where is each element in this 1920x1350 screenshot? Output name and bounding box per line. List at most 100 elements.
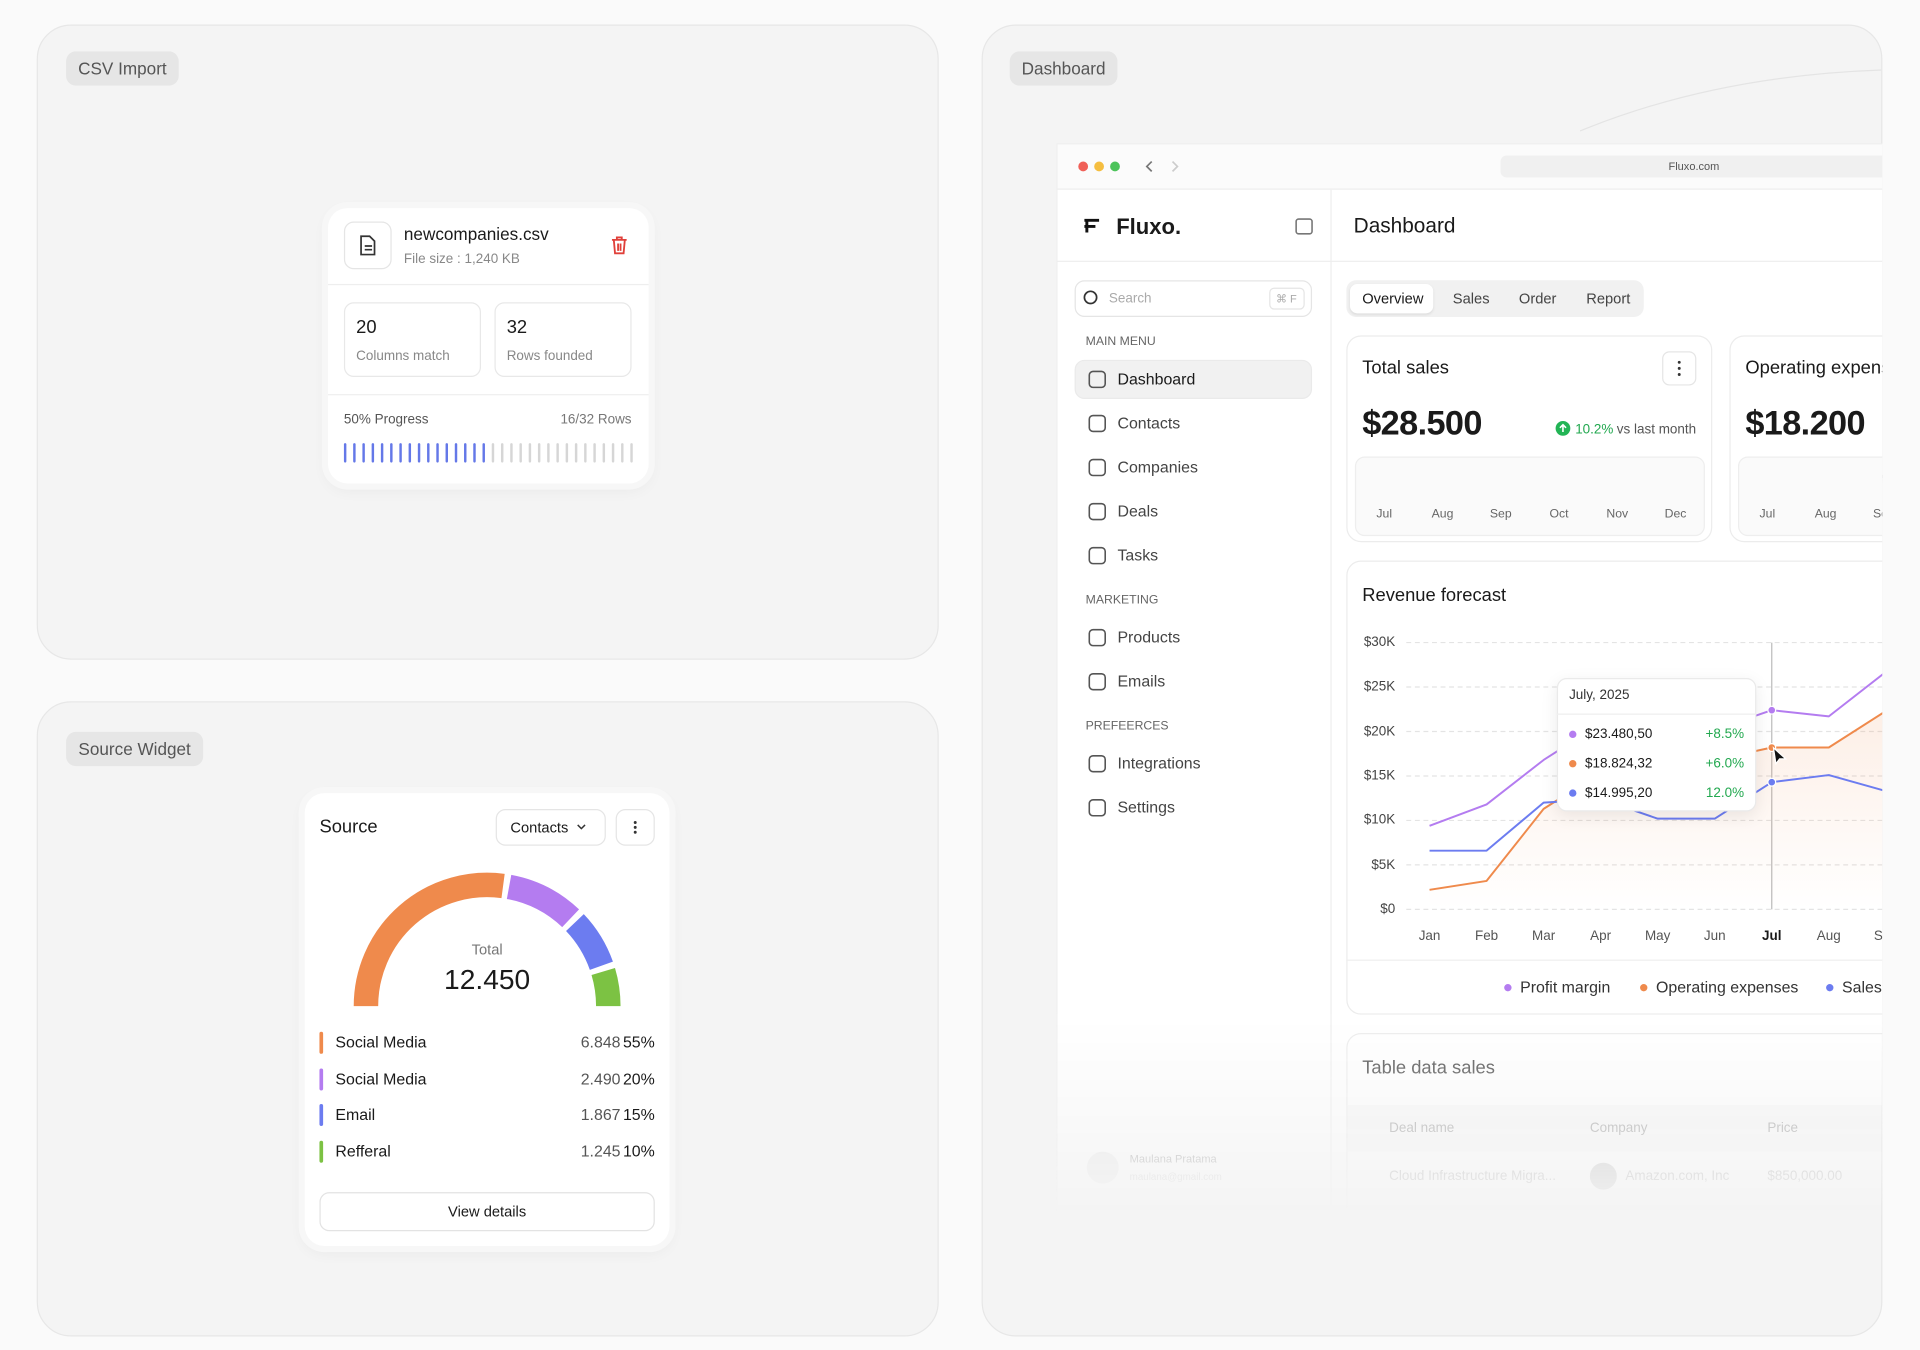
legend-dot <box>1504 984 1512 992</box>
chart-title: Revenue forecast <box>1362 585 1507 606</box>
column-header: Price <box>1767 1121 1799 1136</box>
x-tick-label: Feb <box>1474 928 1499 944</box>
menu-item[interactable]: Companies <box>1117 457 1198 477</box>
menu-icon <box>1088 546 1107 565</box>
view-details-button[interactable] <box>319 1192 655 1232</box>
progress-tick <box>491 443 495 463</box>
legend-divider <box>1346 959 1883 961</box>
progress-tick <box>427 443 430 463</box>
tab[interactable]: Sales <box>1452 290 1490 308</box>
legend-swatch <box>319 1103 324 1127</box>
x-tick-label: May <box>1644 928 1671 944</box>
csv-card <box>328 208 649 484</box>
month-label: Nov <box>1606 507 1629 522</box>
source-count: 2.490 <box>580 1069 621 1088</box>
progress-tick <box>482 443 485 463</box>
card-value: $18.200 <box>1745 403 1865 442</box>
window-dot <box>1078 161 1089 172</box>
tooltip-dot <box>1569 760 1577 768</box>
total-value: 12.450 <box>444 963 531 996</box>
tab[interactable]: Overview <box>1362 290 1424 308</box>
button-label[interactable]: View details <box>448 1203 527 1221</box>
active-item[interactable] <box>1074 359 1313 400</box>
divider <box>328 394 649 396</box>
menu-item[interactable]: Emails <box>1117 671 1166 691</box>
tooltip-change: +8.5% <box>1705 727 1745 742</box>
user-email: maulana@gmail.com <box>1129 1171 1222 1183</box>
card-value: $28.500 <box>1362 403 1482 442</box>
x-tick-label: Jun <box>1703 928 1726 944</box>
total-label: Total <box>471 941 503 959</box>
stat-card <box>1346 335 1713 543</box>
progress-tick <box>621 443 624 463</box>
section-title: PREFEERCES <box>1085 719 1169 734</box>
kebab-dot <box>1677 373 1681 376</box>
more-button[interactable] <box>615 809 655 846</box>
table-cell: $850,000.00 <box>1767 1168 1843 1184</box>
source-name: Social Media <box>335 1032 427 1052</box>
change-note: vs last month <box>1616 422 1697 437</box>
y-tick-label: $0 <box>1380 902 1396 917</box>
x-tick-label: Sep <box>1873 928 1883 944</box>
revenue-card <box>1346 560 1883 1015</box>
progress-tick <box>399 443 402 463</box>
source-name: Social Media <box>335 1069 427 1088</box>
decor <box>1579 69 1882 132</box>
tooltip-dot <box>1569 789 1577 797</box>
rows-label: 16/32 Rows <box>560 412 632 428</box>
table-cell: Amazon.com, Inc <box>1625 1168 1730 1184</box>
table-cell: Cloud Infrastructure Migra... <box>1389 1168 1557 1184</box>
menu-item[interactable]: Settings <box>1117 798 1175 817</box>
url: Fluxo.com <box>1668 160 1720 173</box>
point <box>1767 705 1777 715</box>
progress-tick <box>380 443 384 463</box>
tooltip-change: +6.0% <box>1705 756 1745 772</box>
progress-tick <box>454 443 458 463</box>
source-title: Source <box>319 816 378 838</box>
search-placeholder[interactable]: Search <box>1108 291 1152 306</box>
legend-swatch <box>319 1031 324 1054</box>
source-percent: 15% <box>622 1105 655 1124</box>
cursor-pointer <box>1772 746 1788 766</box>
active-tab[interactable] <box>1349 283 1434 314</box>
stat-value: 32 <box>506 316 528 338</box>
tooltip-value: $18.824,32 <box>1584 756 1653 772</box>
month-label: Oct <box>1549 507 1569 522</box>
y-tick-label: $30K <box>1363 635 1396 650</box>
tooltip-change: 12.0% <box>1705 785 1745 801</box>
menu-icon <box>1088 414 1107 433</box>
month-label: Jul <box>1759 507 1776 522</box>
search-box[interactable] <box>1074 280 1313 317</box>
menu-item[interactable]: Contacts <box>1117 413 1181 433</box>
menu-item[interactable]: Integrations <box>1117 753 1201 773</box>
sidebar-divider <box>1330 189 1332 1223</box>
filter-label[interactable]: Contacts <box>510 818 569 836</box>
progress-tick <box>556 443 559 463</box>
tab[interactable]: Report <box>1586 290 1631 308</box>
menu-item[interactable]: Products <box>1117 627 1181 647</box>
y-tick-label: $20K <box>1363 724 1396 739</box>
panel-tag: Source Widget <box>66 731 204 767</box>
y-tick-label: $5K <box>1371 857 1396 873</box>
x-tick-label: Mar <box>1531 928 1556 944</box>
panel-tag: Dashboard <box>1009 51 1118 86</box>
card-title: Operating expenses <box>1745 357 1882 379</box>
progress-tick <box>417 443 421 463</box>
tab[interactable]: Order <box>1518 290 1557 308</box>
menu-item[interactable]: Deals <box>1117 501 1159 521</box>
menu-icon <box>1088 502 1107 521</box>
menu-item[interactable]: Tasks <box>1117 545 1159 565</box>
filter-dropdown[interactable] <box>495 809 606 846</box>
month-label: Sep <box>1489 507 1512 522</box>
stat-box <box>494 302 632 377</box>
browser-window: Fluxo.com Fluxo. Search ⌘ F MAIN MENU Dashboa… <box>1056 143 1883 1224</box>
kebab-dot <box>1677 360 1681 364</box>
menu-icon <box>1088 672 1107 691</box>
menu-icon <box>1088 370 1107 389</box>
more-button[interactable] <box>1662 351 1697 386</box>
source-percent: 10% <box>622 1141 655 1160</box>
progress-tick <box>362 443 365 463</box>
menu-item[interactable]: Dashboard <box>1117 369 1196 388</box>
